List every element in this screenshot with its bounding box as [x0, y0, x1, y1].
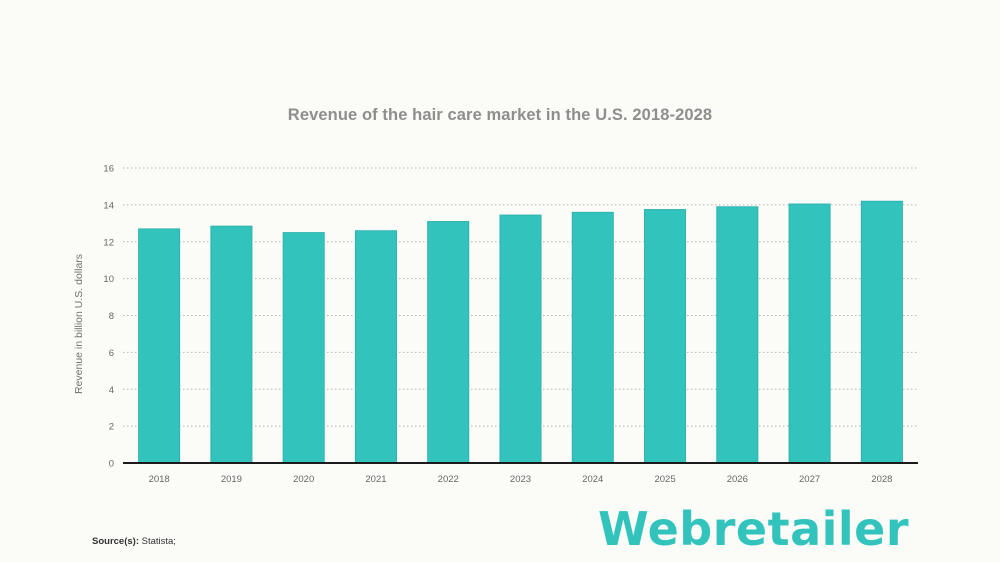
- y-tick-label: 8: [109, 311, 114, 322]
- bar-2026: [716, 206, 759, 464]
- y-axis-label: Revenue in billion U.S. dollars: [73, 254, 85, 394]
- webretailer-logo: Webretailer: [598, 500, 909, 558]
- x-tick-label: 2027: [799, 474, 820, 485]
- x-tick-label: 2020: [293, 474, 314, 485]
- bar-2027: [788, 203, 831, 464]
- brand-logo-text: Webretailer: [598, 502, 910, 556]
- y-tick-label: 10: [103, 274, 114, 285]
- bar-2022: [427, 221, 470, 464]
- bar-2020: [282, 232, 325, 464]
- y-tick-label: 12: [103, 237, 114, 248]
- y-tick-label: 0: [109, 459, 114, 470]
- x-tick-label: 2021: [365, 474, 386, 485]
- x-tick-label: 2025: [654, 474, 675, 485]
- y-tick-label: 16: [103, 164, 114, 175]
- x-tick-label: 2024: [582, 474, 603, 485]
- bar-2024: [571, 211, 614, 464]
- x-tick-label: 2023: [510, 474, 531, 485]
- x-tick-label: 2022: [438, 474, 459, 485]
- source-text: Statista;: [141, 536, 176, 547]
- y-tick-label: 6: [109, 348, 114, 359]
- bars: [138, 200, 903, 464]
- bar-2023: [499, 214, 542, 464]
- bar-2025: [644, 209, 687, 464]
- x-tick-label: 2028: [871, 474, 892, 485]
- y-tick-label: 14: [103, 200, 114, 211]
- x-tick-label: 2019: [221, 474, 242, 485]
- x-tick-label: 2018: [149, 474, 170, 485]
- source-note: Source(s): Statista;: [92, 536, 176, 547]
- y-tick-label: 2: [109, 422, 114, 433]
- bar-2021: [354, 230, 397, 464]
- axes: 0 2 4 6 8 10 12 14 16 2018 2019 2020 2021 2022 2023 202…: [103, 164, 918, 485]
- bar-2028: [860, 200, 903, 464]
- bar-2019: [210, 225, 253, 464]
- bar-2018: [138, 228, 181, 464]
- x-tick-label: 2026: [727, 474, 748, 485]
- chart-title: Revenue of the hair care market in the U…: [287, 106, 713, 124]
- y-tick-label: 4: [109, 385, 114, 396]
- source-label: Source(s):: [92, 536, 139, 547]
